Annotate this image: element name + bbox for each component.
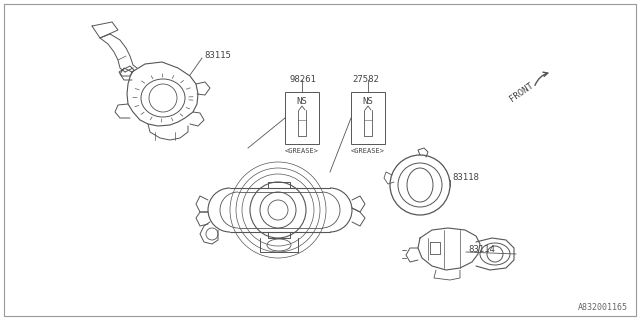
Text: 98261: 98261 — [290, 76, 317, 84]
Text: NS: NS — [296, 98, 307, 107]
Text: 83114: 83114 — [468, 245, 495, 254]
Text: 83115: 83115 — [204, 52, 231, 60]
Text: 83118: 83118 — [452, 173, 479, 182]
Bar — [351, 92, 385, 144]
Text: <GREASE>: <GREASE> — [351, 148, 385, 154]
Text: <GREASE>: <GREASE> — [285, 148, 319, 154]
Text: FRONT: FRONT — [508, 81, 535, 103]
Text: NS: NS — [363, 98, 373, 107]
Text: A832001165: A832001165 — [578, 303, 628, 312]
Bar — [285, 92, 319, 144]
Text: 27582: 27582 — [352, 76, 379, 84]
